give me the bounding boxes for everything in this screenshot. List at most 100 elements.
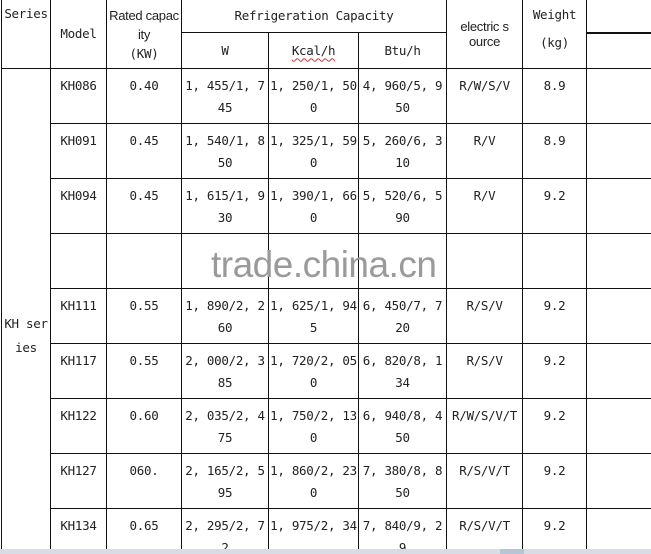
- cell-kw: 0.60: [106, 398, 182, 454]
- cell-kw: 060.: [106, 453, 182, 509]
- cell-source: R/W/S/V/T: [446, 398, 524, 454]
- cell-extra: [586, 398, 651, 454]
- cell-w: 1, 540/1, 850: [181, 123, 269, 179]
- cell-source: R/V: [446, 123, 524, 179]
- cell-kcal: [268, 233, 359, 289]
- cell-source: R/S/V: [446, 343, 524, 399]
- cell-weight: 9.2: [522, 343, 588, 399]
- cell-kcal: 1, 390/1, 660: [268, 178, 359, 234]
- cell-kcal: 1, 860/2, 230: [268, 453, 359, 509]
- cell-btu: 7, 380/8, 850: [357, 453, 448, 509]
- cell-btu: 4, 960/5, 950: [357, 68, 448, 124]
- cell-weight: 9.2: [522, 398, 588, 454]
- cell-btu: [357, 233, 448, 289]
- horizontal-scrollbar[interactable]: [0, 549, 651, 554]
- table-row: KH094 0.45 1, 615/1, 930 1, 390/1, 660 5, 52…: [2, 178, 651, 234]
- header-w: W: [181, 32, 269, 69]
- cell-extra: [586, 178, 651, 234]
- watermark: trade.china.cn: [211, 244, 437, 285]
- table-row: KH122 0.60 2, 035/2, 475 1, 750/2, 130 6, 94…: [2, 398, 651, 454]
- cell-extra: [586, 453, 651, 509]
- cell-weight: 8.9: [522, 68, 588, 124]
- cell-w: 2, 295/2, 72: [181, 508, 269, 549]
- cell-kcal: 1, 750/2, 130: [268, 398, 359, 454]
- cell-kw: 0.40: [106, 68, 182, 124]
- cell-kcal: 1, 325/1, 590: [268, 123, 359, 179]
- cell-weight: 9.2: [522, 288, 588, 344]
- header-weight: Weight (kg): [522, 0, 588, 69]
- cell-source: R/S/V/T: [446, 453, 524, 509]
- cell-model: KH091: [50, 123, 107, 179]
- table-row: KH117 0.55 2, 000/2, 385 1, 720/2, 050 6, 82…: [2, 343, 651, 399]
- cell-btu: 7, 840/9, 29: [357, 508, 448, 549]
- cell-btu: 6, 940/8, 450: [357, 398, 448, 454]
- cell-kw: 0.55: [106, 288, 182, 344]
- cell-kcal: 1, 250/1, 500: [268, 68, 359, 124]
- extra-column-header: [586, 0, 651, 34]
- scrollbar-thumb[interactable]: [500, 549, 524, 554]
- extra-column-header-2: [586, 32, 651, 69]
- header-rated-label: Rated capacity: [109, 7, 179, 42]
- cell-kw: 0.55: [106, 343, 182, 399]
- cell-source: R/S/V/T: [446, 508, 524, 549]
- cell-w: [181, 233, 269, 289]
- header-rated-unit: (KW): [129, 45, 159, 61]
- cell-source: R/V: [446, 178, 524, 234]
- cell-model: KH117: [50, 343, 107, 399]
- cell-model: KH122: [50, 398, 107, 454]
- header-weight-label: Weight: [532, 7, 577, 22]
- cell-model: KH094: [50, 178, 107, 234]
- cell-extra: [586, 288, 651, 344]
- cell-kcal: 1, 625/1, 945: [268, 288, 359, 344]
- cell-kw: 0.45: [106, 178, 182, 234]
- cell-model: KH086: [50, 68, 107, 124]
- table-row: KH134 0.65 2, 295/2, 72 1, 975/2, 34 7, 840/…: [2, 508, 651, 549]
- cell-model: [50, 233, 107, 289]
- cell-kcal: 1, 720/2, 050: [268, 343, 359, 399]
- cell-btu: 5, 520/6, 590: [357, 178, 448, 234]
- cell-weight: 8.9: [522, 123, 588, 179]
- header-electric-source: electric source: [446, 0, 524, 69]
- cell-btu: 6, 820/8, 134: [357, 343, 448, 399]
- header-series: Series: [1, 0, 51, 69]
- cell-btu: 6, 450/7, 720: [357, 288, 448, 344]
- cell-weight: 9.2: [522, 178, 588, 234]
- cell-btu: 5, 260/6, 310: [357, 123, 448, 179]
- cell-w: 1, 615/1, 930: [181, 178, 269, 234]
- cell-extra: [586, 343, 651, 399]
- cell-w: 2, 000/2, 385: [181, 343, 269, 399]
- table-row: KH111 0.55 1, 890/2, 260 1, 625/1, 945 6, 45…: [2, 288, 651, 344]
- header-refrigeration-capacity: Refrigeration Capacity: [180, 0, 448, 33]
- cell-model: KH111: [50, 288, 107, 344]
- header-model: Model: [50, 0, 107, 69]
- cell-w: 2, 035/2, 475: [181, 398, 269, 454]
- table-row: KH127 060. 2, 165/2, 595 1, 860/2, 230 7, 38…: [2, 453, 651, 509]
- cell-model: KH127: [50, 453, 107, 509]
- cell-source: R/W/S/V: [446, 68, 524, 124]
- cell-kw: 0.45: [106, 123, 182, 179]
- header-btu: Btu/h: [357, 32, 448, 69]
- header-kcal: Kcal/h: [268, 32, 359, 69]
- cell-extra: [586, 233, 651, 289]
- cell-kcal: 1, 975/2, 34: [268, 508, 359, 549]
- cell-weight: 9.2: [522, 453, 588, 509]
- header-kcal-label: Kcal/h: [291, 42, 336, 58]
- series-cell: KH series: [1, 68, 51, 549]
- cell-source: R/S/V: [446, 288, 524, 344]
- cell-kw: [106, 233, 182, 289]
- cell-extra: [586, 68, 651, 124]
- cell-weight: [522, 233, 588, 289]
- cell-weight: 9.2: [522, 508, 588, 549]
- header-weight-unit: (kg): [540, 35, 569, 50]
- cell-w: 2, 165/2, 595: [181, 453, 269, 509]
- cell-model: KH134: [50, 508, 107, 549]
- header-rated-capacity: Rated capacity (KW): [106, 0, 182, 69]
- cell-extra: [586, 508, 651, 549]
- cell-source: [446, 233, 524, 289]
- cell-w: 1, 455/1, 745: [181, 68, 269, 124]
- cell-extra: [586, 123, 651, 179]
- cell-w: 1, 890/2, 260: [181, 288, 269, 344]
- table-row: KH091 0.45 1, 540/1, 850 1, 325/1, 590 5, 26…: [2, 123, 651, 179]
